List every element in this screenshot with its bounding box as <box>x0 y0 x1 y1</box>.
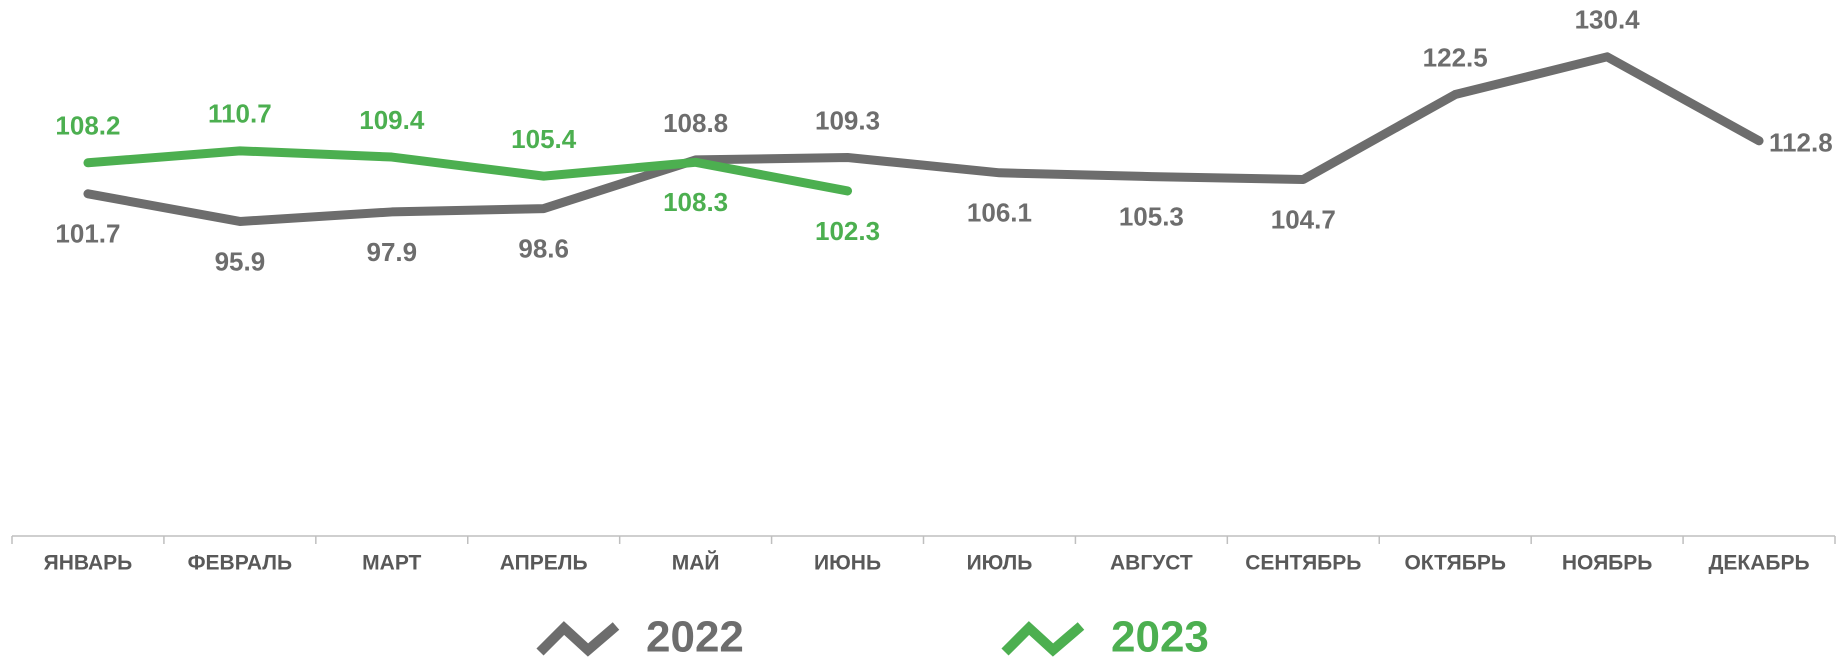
x-tick-label: НОЯБРЬ <box>1562 552 1653 575</box>
data-label: 106.1 <box>967 198 1032 228</box>
legend-icon <box>1001 621 1085 657</box>
data-label: 102.3 <box>815 216 880 246</box>
data-label: 97.9 <box>366 237 417 267</box>
data-label: 130.4 <box>1575 5 1641 35</box>
series-line <box>83 52 1764 226</box>
data-label: 109.3 <box>815 105 880 135</box>
data-label: 105.4 <box>511 124 577 154</box>
data-label: 112.8 <box>1769 128 1833 158</box>
data-label: 108.3 <box>663 187 728 217</box>
x-tick-label: СЕНТЯБРЬ <box>1245 552 1361 575</box>
x-tick-label: ОКТЯБРЬ <box>1404 552 1506 575</box>
legend-label: 2022 <box>646 613 744 659</box>
data-label: 110.7 <box>208 99 272 129</box>
x-tick-label: АВГУСТ <box>1110 552 1193 575</box>
data-label: 108.2 <box>55 111 120 141</box>
data-label: 98.6 <box>518 233 569 263</box>
legend-label: 2023 <box>1111 613 1209 659</box>
data-label: 122.5 <box>1423 42 1488 72</box>
x-tick-label: ИЮНЬ <box>814 552 881 575</box>
series-line <box>83 146 853 196</box>
data-label: 95.9 <box>215 246 266 276</box>
data-label: 101.7 <box>55 219 120 249</box>
x-tick-label: ФЕВРАЛЬ <box>188 552 293 575</box>
x-tick-label: ДЕКАБРЬ <box>1708 552 1809 575</box>
x-tick-label: МАЙ <box>672 551 720 575</box>
data-label: 104.7 <box>1271 204 1336 234</box>
data-label: 108.8 <box>663 108 728 138</box>
data-label: 109.4 <box>359 105 425 135</box>
x-tick-label: МАРТ <box>362 552 421 575</box>
legend-icon <box>536 621 620 657</box>
x-tick-label: ИЮЛЬ <box>967 552 1033 575</box>
x-tick-label: ЯНВАРЬ <box>44 552 133 575</box>
x-tick-label: АПРЕЛЬ <box>500 552 588 575</box>
data-label: 105.3 <box>1119 201 1184 231</box>
